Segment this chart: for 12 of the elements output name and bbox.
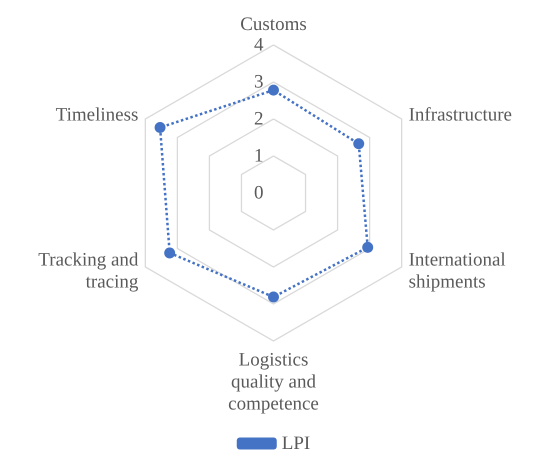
spoke-label: Logistics quality and competence — [228, 350, 319, 414]
y-tick-label: 1 — [254, 146, 264, 166]
legend-label: LPI — [282, 433, 310, 454]
y-tick-label: 0 — [254, 182, 264, 204]
spoke-label: Timeliness — [56, 104, 138, 126]
spoke-label: Infrastructure — [408, 104, 512, 126]
spoke-label: Tracking and tracing — [38, 250, 139, 292]
y-tick-label: 4 — [254, 34, 264, 56]
spoke-label: International shipments — [408, 250, 506, 292]
y-tick-label: 2 — [254, 108, 264, 130]
y-tick-label: 3 — [254, 72, 264, 92]
spoke-label: Customs — [240, 14, 307, 36]
